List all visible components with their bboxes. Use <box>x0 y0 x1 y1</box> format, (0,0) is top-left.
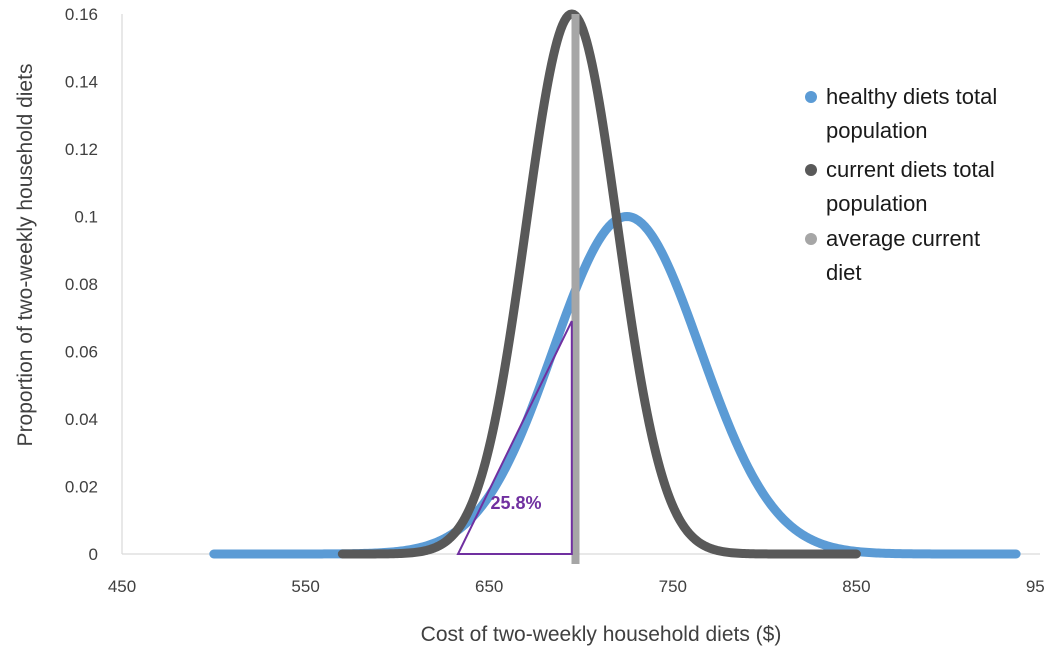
y-tick-label: 0.1 <box>74 208 98 227</box>
x-tick-label: 750 <box>659 577 687 596</box>
x-tick-label: 650 <box>475 577 503 596</box>
y-tick-label: 0.16 <box>65 5 98 24</box>
series-layer <box>209 9 1021 564</box>
x-tick-label: 550 <box>291 577 319 596</box>
x-axis-title: Cost of two-weekly household diets ($) <box>421 623 782 646</box>
y-tick-label: 0.06 <box>65 343 98 362</box>
legend-marker <box>805 91 817 103</box>
legend-label: average current diet <box>826 226 980 285</box>
axes: 450 550 650 750 850 950 0 0.02 0.04 0.06 0.08 0.1 0.… <box>65 5 1044 596</box>
healthy-diets-curve <box>209 212 1021 559</box>
y-tick-label: 0.08 <box>65 275 98 294</box>
legend: healthy diets total population current die… <box>805 84 997 285</box>
y-tick-label: 0.12 <box>65 140 98 159</box>
legend-marker <box>805 164 817 176</box>
x-tick-label: 950 <box>1026 577 1044 596</box>
y-axis-title: Proportion of two-weekly household diets <box>14 64 37 447</box>
legend-label: current diets total population <box>826 157 995 216</box>
y-tick-label: 0 <box>89 545 98 564</box>
shaded-area-triangle <box>456 320 573 555</box>
legend-label: healthy diets total population <box>826 84 997 143</box>
annotation-label: 25.8% <box>490 493 541 513</box>
x-tick-label: 450 <box>108 577 136 596</box>
annotation-layer: 25.8% <box>456 320 573 555</box>
current-diets-curve <box>337 9 861 559</box>
legend-marker <box>805 233 817 245</box>
y-tick-label: 0.14 <box>65 73 98 92</box>
y-tick-label: 0.02 <box>65 478 98 497</box>
y-tick-label: 0.04 <box>65 410 98 429</box>
x-tick-label: 850 <box>842 577 870 596</box>
